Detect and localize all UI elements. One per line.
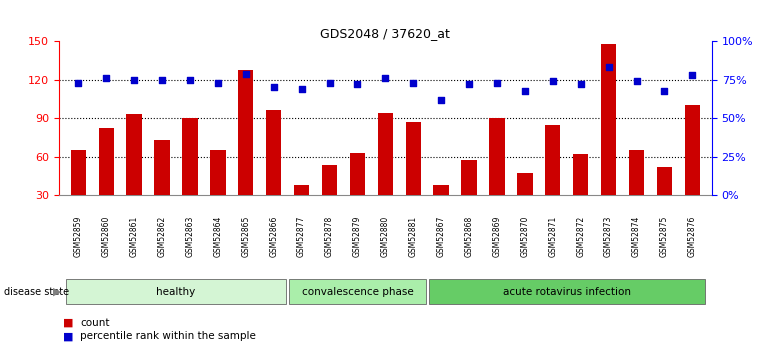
Point	[435, 97, 448, 102]
Bar	[629, 150, 644, 233]
Text: ■: ■	[63, 318, 73, 327]
Bar	[489, 118, 505, 233]
Bar	[684, 105, 700, 233]
Text: GSM52875: GSM52875	[660, 216, 669, 257]
Bar	[210, 150, 226, 233]
Text: GSM52862: GSM52862	[158, 216, 166, 257]
Title: GDS2048 / 37620_at: GDS2048 / 37620_at	[321, 27, 450, 40]
FancyBboxPatch shape	[429, 278, 705, 305]
Point	[72, 80, 85, 86]
Point	[183, 77, 196, 82]
Text: acute rotavirus infection: acute rotavirus infection	[503, 287, 631, 296]
Text: ▶: ▶	[53, 287, 62, 296]
Bar	[573, 154, 588, 233]
Text: percentile rank within the sample: percentile rank within the sample	[80, 332, 256, 341]
Point	[463, 82, 475, 87]
Text: GSM52870: GSM52870	[521, 216, 529, 257]
Bar	[378, 113, 393, 233]
Point	[212, 80, 224, 86]
Bar	[601, 44, 616, 233]
Text: GSM52869: GSM52869	[492, 216, 502, 257]
Text: GSM52859: GSM52859	[74, 216, 83, 257]
Bar	[99, 128, 114, 233]
Bar	[462, 160, 477, 233]
Bar	[126, 114, 142, 233]
Bar	[350, 153, 365, 233]
Point	[491, 80, 503, 86]
Bar	[322, 166, 337, 233]
Text: GSM52864: GSM52864	[213, 216, 223, 257]
Text: GSM52860: GSM52860	[102, 216, 111, 257]
Point	[296, 86, 308, 92]
Point	[156, 77, 169, 82]
Text: GSM52866: GSM52866	[269, 216, 278, 257]
Text: GSM52865: GSM52865	[241, 216, 250, 257]
Text: GSM52878: GSM52878	[325, 216, 334, 257]
Bar	[294, 185, 309, 233]
Point	[546, 79, 559, 84]
Bar	[517, 173, 532, 233]
Bar	[183, 118, 198, 233]
Text: GSM52879: GSM52879	[353, 216, 362, 257]
Text: count: count	[80, 318, 110, 327]
Point	[602, 65, 615, 70]
Point	[351, 82, 364, 87]
Text: GSM52877: GSM52877	[297, 216, 306, 257]
Point	[575, 82, 587, 87]
Point	[267, 85, 280, 90]
Text: healthy: healthy	[156, 287, 196, 296]
Bar	[71, 150, 86, 233]
Text: GSM52871: GSM52871	[548, 216, 557, 257]
Point	[240, 71, 252, 76]
Text: GSM52873: GSM52873	[604, 216, 613, 257]
FancyBboxPatch shape	[66, 278, 286, 305]
Bar	[266, 110, 281, 233]
Point	[407, 80, 419, 86]
Point	[379, 76, 392, 81]
Text: ■: ■	[63, 332, 73, 341]
Text: disease state: disease state	[4, 287, 69, 296]
Bar	[657, 167, 672, 233]
Bar	[405, 122, 421, 233]
Text: GSM52867: GSM52867	[437, 216, 445, 257]
Text: GSM52880: GSM52880	[381, 216, 390, 257]
Text: GSM52868: GSM52868	[465, 216, 474, 257]
Point	[658, 88, 670, 93]
Text: convalescence phase: convalescence phase	[302, 287, 413, 296]
Point	[686, 72, 699, 78]
Text: GSM52881: GSM52881	[408, 216, 418, 257]
Point	[518, 88, 531, 93]
Point	[100, 76, 113, 81]
Bar	[238, 70, 253, 233]
FancyBboxPatch shape	[289, 278, 426, 305]
Text: GSM52876: GSM52876	[688, 216, 697, 257]
Text: GSM52874: GSM52874	[632, 216, 641, 257]
Bar	[434, 185, 448, 233]
Bar	[545, 125, 561, 233]
Point	[630, 79, 643, 84]
Bar	[154, 140, 170, 233]
Text: GSM52872: GSM52872	[576, 216, 585, 257]
Text: GSM52861: GSM52861	[129, 216, 139, 257]
Point	[323, 80, 336, 86]
Point	[128, 77, 140, 82]
Text: GSM52863: GSM52863	[186, 216, 194, 257]
